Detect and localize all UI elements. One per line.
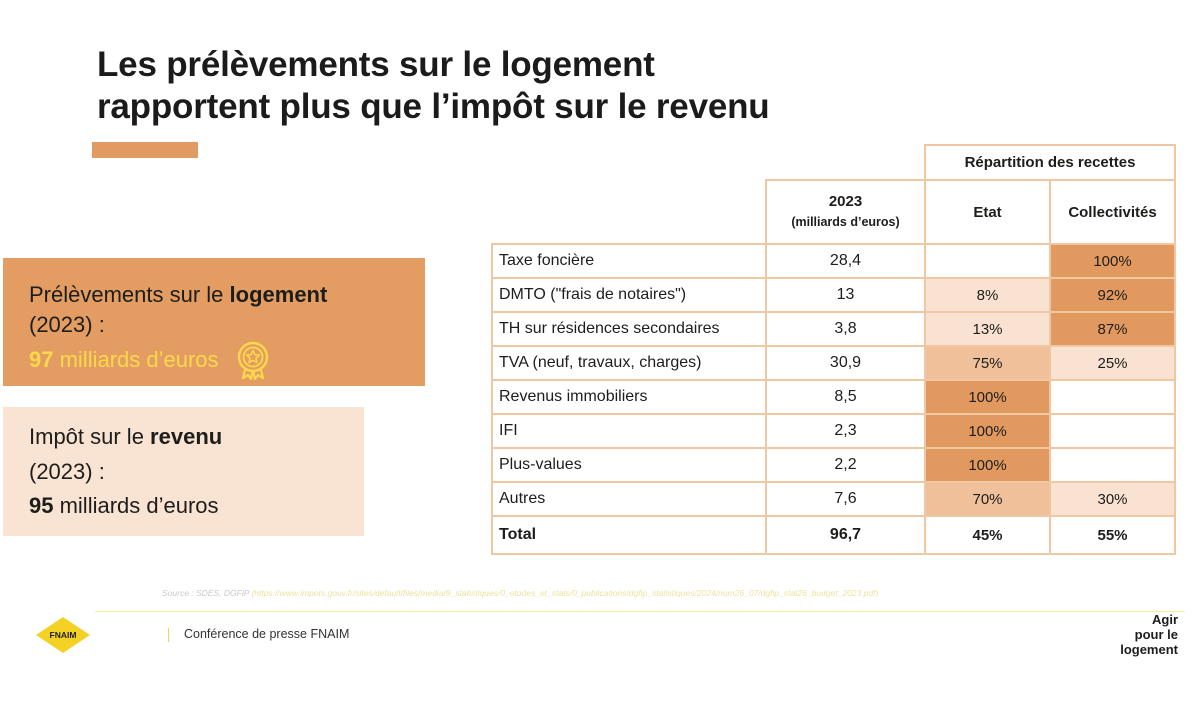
source-link[interactable]: (https://www.impots.gouv.fr/sites/defaul… — [251, 588, 879, 598]
table-row: Taxe foncière 28,4 100% — [491, 243, 1177, 279]
source-note: Source : SDES, DGFiP (https://www.impots… — [162, 588, 1192, 598]
row-etat: 8% — [924, 277, 1051, 313]
recettes-table: Répartition des recettes 2023 (milliards… — [491, 144, 1177, 555]
table-row: TVA (neuf, travaux, charges) 30,9 75% 25… — [491, 345, 1177, 381]
slide-title-line-2: rapportent plus que l’impôt sur le reven… — [97, 87, 770, 126]
row-value: 30,9 — [765, 345, 926, 381]
footer-tagline: Agir pour le logement — [1088, 612, 1178, 657]
row-value: 2,3 — [765, 413, 926, 449]
row-value: 28,4 — [765, 243, 926, 279]
row-collectivites: 100% — [1048, 243, 1177, 279]
header-year-label: 2023 — [828, 193, 863, 210]
row-etat: 70% — [924, 481, 1051, 517]
row-value: 13 — [765, 277, 926, 313]
table-header-blank — [492, 180, 766, 244]
card-revenu-label-text: Impôt sur le — [29, 424, 151, 449]
title-accent-bar — [92, 142, 198, 158]
row-label: Taxe foncière — [491, 243, 767, 279]
card-revenu-amount-value: 95 — [29, 493, 54, 518]
row-label: Revenus immobiliers — [491, 379, 767, 415]
card-logement-label: Prélèvements sur le logement — [29, 280, 425, 310]
total-collectivites: 55% — [1048, 515, 1177, 555]
header-unit-label: (milliards d’euros) — [791, 215, 900, 229]
card-logement-label-text: Prélèvements sur le — [29, 282, 230, 307]
table-header-blank — [492, 145, 766, 180]
slide-title-line-1: Les prélèvements sur le logement — [97, 45, 655, 84]
row-label: Plus-values — [491, 447, 767, 483]
source-prefix: Source : SDES, DGFiP — [162, 588, 252, 598]
total-value: 96,7 — [765, 515, 926, 555]
logo-text: FNAIM — [50, 630, 77, 640]
row-etat: 100% — [924, 447, 1051, 483]
row-etat: 13% — [924, 311, 1051, 347]
table-header-row-group: Répartition des recettes — [492, 144, 1177, 181]
card-revenu-label: Impôt sur le revenu — [29, 419, 364, 454]
card-impot-revenu: Impôt sur le revenu (2023) : 95 milliard… — [3, 407, 364, 536]
card-revenu-amount: 95 milliards d’euros — [29, 489, 364, 523]
table-row: TH sur résidences secondaires 3,8 13% 87… — [491, 311, 1177, 347]
row-etat: 100% — [924, 379, 1051, 415]
tagline-line-3: logement — [1120, 642, 1178, 657]
card-revenu-year: (2023) : — [29, 459, 105, 484]
header-etat: Etat — [924, 179, 1051, 245]
table-header-blank — [766, 145, 925, 180]
row-value: 7,6 — [765, 481, 926, 517]
slide-title: Les prélèvements sur le logement rapport… — [97, 44, 917, 128]
card-logement-label-bold: logement — [229, 282, 328, 307]
header-collectivites: Collectivités — [1048, 179, 1177, 245]
card-logement-amount-unit: milliards d’euros — [53, 347, 219, 372]
total-label: Total — [491, 515, 767, 555]
table-header-row-columns: 2023 (milliards d’euros) Etat Collectivi… — [492, 179, 1177, 245]
row-value: 2,2 — [765, 447, 926, 483]
row-collectivites: 25% — [1048, 345, 1177, 381]
table-row: IFI 2,3 100% — [491, 413, 1177, 449]
total-etat: 45% — [924, 515, 1051, 555]
table-row: Plus-values 2,2 100% — [491, 447, 1177, 483]
header-year: 2023 (milliards d’euros) — [765, 179, 926, 245]
row-etat: 100% — [924, 413, 1051, 449]
row-value: 8,5 — [765, 379, 926, 415]
row-label: TVA (neuf, travaux, charges) — [491, 345, 767, 381]
fnaim-logo: FNAIM — [36, 617, 90, 653]
tagline-line-1: Agir — [1152, 612, 1178, 627]
row-collectivites — [1048, 447, 1177, 483]
tagline-line-2: pour le — [1134, 627, 1178, 642]
table-row: DMTO ("frais de notaires") 13 8% 92% — [491, 277, 1177, 313]
footer-separator — [168, 628, 169, 642]
header-repartition: Répartition des recettes — [923, 144, 1177, 181]
table-total-row: Total 96,7 45% 55% — [491, 515, 1177, 555]
row-label: TH sur résidences secondaires — [491, 311, 767, 347]
row-label: IFI — [491, 413, 767, 449]
row-value: 3,8 — [765, 311, 926, 347]
row-label: DMTO ("frais de notaires") — [491, 277, 767, 313]
award-medal-icon — [237, 341, 268, 380]
footer-conference-label: Conférence de presse FNAIM — [184, 627, 350, 641]
table-row: Revenus immobiliers 8,5 100% — [491, 379, 1177, 415]
card-logement-amount: 97 milliards d’euros — [29, 340, 425, 380]
row-collectivites: 87% — [1048, 311, 1177, 347]
row-collectivites: 30% — [1048, 481, 1177, 517]
card-revenu-amount-unit: milliards d’euros — [53, 493, 219, 518]
row-collectivites — [1048, 379, 1177, 415]
row-collectivites: 92% — [1048, 277, 1177, 313]
footer-divider — [95, 611, 1185, 612]
row-label: Autres — [491, 481, 767, 517]
card-logement-year: (2023) : — [29, 312, 105, 337]
row-etat — [924, 243, 1051, 279]
row-etat: 75% — [924, 345, 1051, 381]
table-row: Autres 7,6 70% 30% — [491, 481, 1177, 517]
card-prelevements-logement: Prélèvements sur le logement (2023) : 97… — [3, 258, 425, 386]
row-collectivites — [1048, 413, 1177, 449]
card-logement-amount-value: 97 — [29, 347, 54, 372]
card-revenu-label-bold: revenu — [150, 424, 223, 449]
